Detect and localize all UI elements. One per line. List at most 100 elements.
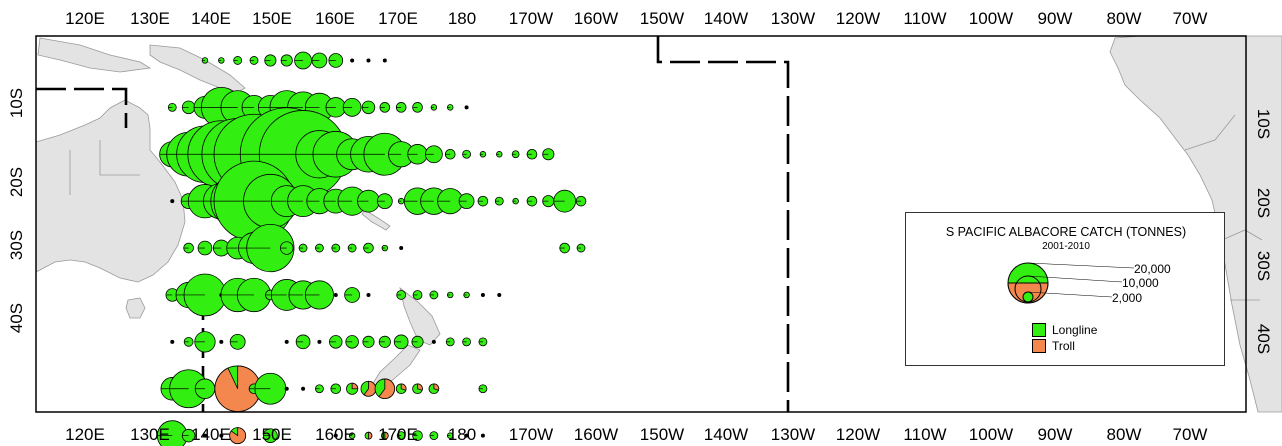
catch-circle-troll-wedge xyxy=(351,382,359,390)
catch-circle-longline xyxy=(219,433,224,438)
catch-circle xyxy=(381,244,389,252)
top-lon-label: 70W xyxy=(1173,9,1208,28)
country-border-2 xyxy=(1221,229,1263,241)
catch-circle xyxy=(344,287,361,303)
australia-land xyxy=(35,99,186,283)
left-lat-label: 30S xyxy=(7,230,26,260)
catch-circle xyxy=(229,427,247,445)
catch-circle xyxy=(284,386,289,391)
catch-circle-longline xyxy=(219,339,224,344)
catch-circle xyxy=(350,58,355,63)
top-lon-label: 140E xyxy=(191,9,231,28)
catch-circle xyxy=(477,195,489,207)
catch-circle xyxy=(542,195,555,208)
catch-circle xyxy=(396,431,406,441)
catch-circle xyxy=(329,335,343,349)
catch-circle xyxy=(496,151,503,158)
country-border-1 xyxy=(1184,114,1236,151)
boundary-line-3 xyxy=(656,36,790,412)
catch-circle xyxy=(429,431,439,441)
catch-circle-longline xyxy=(464,433,469,438)
top-lon-label: 150W xyxy=(640,9,684,28)
catch-circle-longline xyxy=(284,339,289,344)
catch-circle xyxy=(181,100,196,115)
catch-circle xyxy=(412,290,423,300)
catch-circle xyxy=(464,433,469,438)
catch-circle-troll-wedge xyxy=(400,383,407,391)
bottom-lon-label: 100W xyxy=(969,425,1013,444)
catch-circle xyxy=(412,430,423,441)
bottom-lon-label: 70W xyxy=(1173,425,1208,444)
bottom-lon-label: 150W xyxy=(640,425,684,444)
catch-circle-troll-wedge xyxy=(368,431,373,440)
catch-circle-troll-wedge xyxy=(378,378,396,399)
catch-circle xyxy=(315,243,324,253)
catch-circle xyxy=(170,339,175,344)
catch-circle-longline xyxy=(333,292,338,297)
catch-circle xyxy=(328,53,344,68)
catch-circle xyxy=(167,102,177,112)
legend-circle-2000 xyxy=(1022,291,1034,303)
catch-circle xyxy=(407,144,428,165)
catch-circle xyxy=(430,104,438,111)
catch-circle xyxy=(526,195,538,207)
catch-circle-troll-wedge xyxy=(229,427,247,445)
top-lon-label: 120E xyxy=(65,9,105,28)
catch-circle xyxy=(366,292,371,297)
legend-leader-1 xyxy=(1027,262,1135,269)
legend-box: S PACIFIC ALBACORE CATCH (TONNES) 2001-2… xyxy=(905,212,1225,366)
catch-circle xyxy=(202,433,207,438)
legend-amount-20000: 20,000 xyxy=(1134,262,1171,276)
catch-circle xyxy=(480,292,485,297)
catch-circle-longline xyxy=(317,339,322,344)
catch-circle xyxy=(333,292,338,297)
top-lon-label: 80W xyxy=(1107,9,1142,28)
top-lon-label: 170E xyxy=(378,9,418,28)
bottom-lon-label: 140W xyxy=(704,425,748,444)
catch-circle xyxy=(214,365,261,412)
catch-circle xyxy=(497,292,502,297)
catch-circle xyxy=(194,378,216,399)
right-lat-label: 10S xyxy=(1254,109,1273,139)
country-border-4 xyxy=(69,140,140,195)
catch-circle xyxy=(264,54,277,67)
legend-subtitle: 2001-2010 xyxy=(1042,241,1090,252)
catch-circle xyxy=(181,428,196,443)
catch-circle xyxy=(219,339,224,344)
catch-circle xyxy=(446,432,454,439)
top-lon-label: 180 xyxy=(448,9,476,28)
catch-circle-longline xyxy=(464,105,469,110)
catch-circle xyxy=(424,145,443,164)
catch-circle xyxy=(183,273,227,317)
catch-circle-longline xyxy=(350,58,355,63)
catch-circle xyxy=(399,246,404,251)
catch-circle xyxy=(542,148,555,161)
catch-circle-longline xyxy=(301,386,306,391)
catch-circle xyxy=(170,199,175,204)
catch-circle-longline xyxy=(431,339,436,344)
longline-label: Longline xyxy=(1052,323,1098,337)
boundary-line-1 xyxy=(36,87,128,128)
top-lon-label: 160W xyxy=(574,9,618,28)
catch-circle xyxy=(445,337,455,347)
catch-circle xyxy=(397,197,405,205)
legend-amount-10000: 10,000 xyxy=(1122,276,1159,290)
catch-circle xyxy=(315,384,324,394)
catch-circle xyxy=(311,52,328,69)
right-lat-label: 40S xyxy=(1254,324,1273,354)
catch-circle xyxy=(347,243,357,253)
catch-circle xyxy=(526,148,538,160)
catch-circle xyxy=(412,102,423,113)
tasmania-land xyxy=(125,297,146,319)
catch-circle-longline xyxy=(366,292,371,297)
catch-circle xyxy=(446,104,454,111)
catch-circle xyxy=(345,335,359,349)
top-lon-label: 130W xyxy=(771,9,815,28)
bottom-lon-label: 180 xyxy=(448,425,476,444)
catch-circle xyxy=(462,149,471,159)
bottom-lon-label: 120W xyxy=(836,425,880,444)
catch-circle-longline xyxy=(480,433,485,438)
right-lat-label: 30S xyxy=(1254,251,1273,281)
map-frame xyxy=(35,35,1247,413)
bottom-lon-label: 160E xyxy=(315,425,355,444)
